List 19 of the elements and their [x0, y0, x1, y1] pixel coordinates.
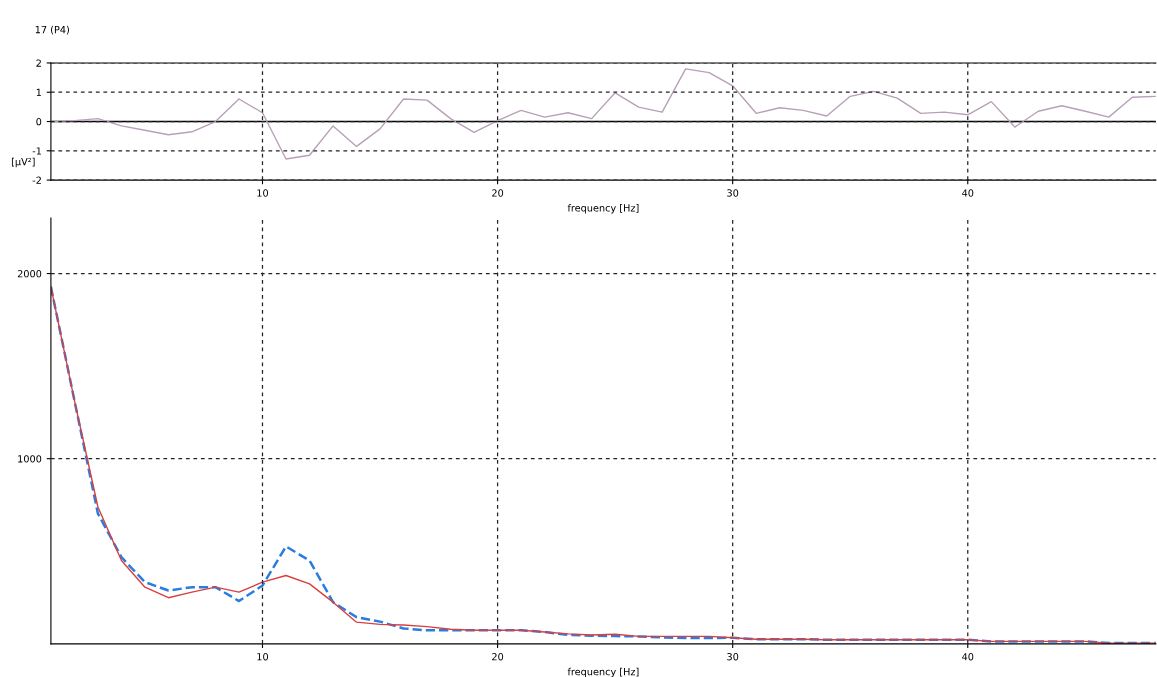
x-tick-label: 30	[727, 189, 739, 197]
y-tick-label: 1000	[18, 455, 42, 463]
y-tick-label: -2	[32, 176, 41, 184]
x-axis-title: frequency [Hz]	[567, 667, 639, 677]
y-tick-label: 2	[36, 59, 41, 67]
x-tick-label: 10	[257, 189, 269, 197]
x-tick-label: 40	[962, 189, 974, 197]
x-tick-label: 40	[962, 653, 974, 661]
x-tick-label: 10	[257, 653, 269, 661]
chart-title: 17 (P4)	[35, 25, 69, 35]
y-tick-label: 1	[36, 88, 41, 96]
y-tick-label: -1	[32, 147, 41, 155]
y-tick-label: 2000	[17, 270, 42, 278]
y-axis-title: [µV²]	[11, 157, 35, 168]
x-tick-label: 30	[727, 653, 739, 661]
x-tick-label: 20	[492, 189, 504, 197]
x-tick-label: 20	[492, 653, 504, 661]
y-tick-label: 0	[36, 118, 42, 126]
x-axis-title: frequency [Hz]	[567, 204, 639, 214]
